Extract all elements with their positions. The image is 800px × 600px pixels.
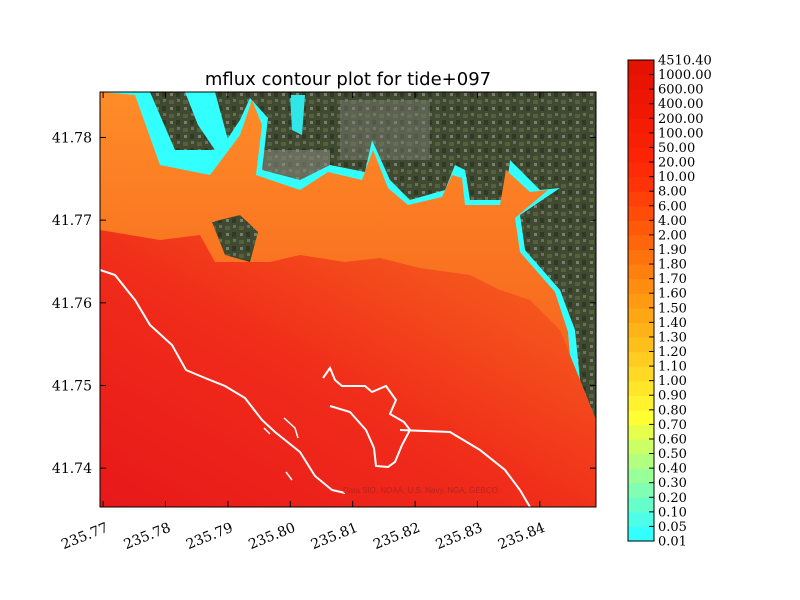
colorbar-label: 8.00 (658, 185, 687, 200)
y-tick-label: 41.77 (52, 213, 92, 229)
colorbar-label: 1.00 (658, 374, 687, 389)
colorbar-swatch (628, 60, 654, 76)
jetty (263, 427, 271, 435)
colorbar-swatch (628, 132, 654, 149)
colorbar-swatch (628, 366, 654, 382)
colorbar-label: 1.70 (658, 272, 687, 287)
x-tick-label: 235.80 (246, 520, 297, 553)
colorbar-label: 1.90 (658, 243, 687, 258)
colorbar-swatch (628, 409, 654, 425)
map-attribution: Data SIO, NOAA, U.S. Navy, NGA, GEBCO (343, 486, 498, 495)
colorbar-label: 1.50 (658, 301, 687, 316)
colorbar-label: 0.05 (658, 520, 687, 535)
colorbar-label: 0.60 (658, 432, 687, 447)
colorbar-label: 1.40 (658, 316, 687, 331)
colorbar-swatch (628, 147, 654, 163)
y-tick-label: 41.76 (52, 296, 92, 312)
colorbar-swatch (628, 205, 654, 221)
colorbar-swatch (628, 176, 654, 192)
colorbar-label: 0.50 (658, 447, 687, 462)
colorbar-label: 50.00 (658, 141, 695, 156)
colorbar-swatch (628, 511, 654, 528)
colorbar-label: 4.00 (658, 214, 687, 229)
colorbar-label: 20.00 (658, 156, 695, 171)
colorbar-label: 0.90 (658, 389, 687, 404)
colorbar-swatch (628, 336, 654, 353)
colorbar-swatch (628, 278, 654, 294)
colorbar-swatch (628, 234, 654, 251)
x-tick-label: 235.77 (59, 520, 110, 553)
town-area (340, 100, 430, 160)
chart-title: mflux contour plot for tide+097 (205, 69, 491, 90)
x-tick-label: 235.83 (434, 520, 485, 553)
colorbar-swatch (628, 424, 654, 440)
colorbar-swatch (628, 497, 654, 513)
jetty (283, 417, 299, 439)
colorbar-label: 1000.00 (658, 68, 712, 83)
colorbar-swatch (628, 103, 654, 119)
colorbar-label: 400.00 (658, 97, 704, 112)
red-sea (100, 230, 596, 507)
colorbar-swatch (628, 220, 654, 236)
colorbar-swatch (628, 293, 654, 309)
colorbar-label: 4510.40 (658, 54, 712, 69)
jetty (285, 471, 293, 481)
colorbar-swatch (628, 249, 654, 265)
x-tick-label: 235.84 (496, 520, 547, 553)
colorbar-label: 6.00 (658, 199, 687, 214)
land-island (212, 215, 258, 262)
colorbar-swatch (628, 322, 654, 338)
colorbar-label: 1.10 (658, 360, 687, 375)
colorbar-label: 0.80 (658, 403, 687, 418)
colorbar-swatch (628, 453, 654, 469)
colorbar-label: 600.00 (658, 83, 704, 98)
colorbar-label: 0.40 (658, 462, 687, 477)
colorbar-label: 100.00 (658, 126, 704, 141)
colorbar-label: 0.20 (658, 491, 687, 506)
colorbar-swatch (628, 162, 654, 178)
colorbar-swatch (628, 118, 654, 134)
x-tick-label: 235.79 (184, 520, 235, 553)
colorbar-swatch (628, 307, 654, 323)
x-tick-label: 235.78 (122, 520, 173, 553)
cyan-channel (290, 95, 305, 135)
colorbar-swatch (628, 191, 654, 207)
colorbar-label: 0.70 (658, 418, 687, 433)
colorbar-label: 2.00 (658, 228, 687, 243)
colorbar-swatch (628, 482, 654, 498)
colorbar-swatch (628, 526, 654, 542)
plot-frame (99, 91, 597, 508)
plot-area: Data SIO, NOAA, U.S. Navy, NGA, GEBCO (100, 92, 596, 507)
coastline (100, 269, 346, 494)
colorbar-swatch (628, 74, 654, 90)
colorbar: 0.010.050.100.200.300.400.500.600.700.80… (627, 54, 712, 550)
colorbar-label: 0.01 (658, 535, 687, 550)
colorbar-label: 1.30 (658, 330, 687, 345)
harbor-outline (322, 365, 412, 469)
colorbar-swatch (628, 438, 654, 455)
y-tick-label: 41.78 (52, 130, 92, 146)
breakwater (399, 429, 531, 507)
y-axis: 41.74 41.75 41.76 41.77 41.78 (52, 130, 596, 477)
colorbar-label: 0.30 (658, 476, 687, 491)
y-tick-label: 41.75 (52, 378, 92, 394)
colorbar-label: 0.10 (658, 505, 687, 520)
colorbar-swatch (628, 468, 654, 484)
colorbar-label: 1.20 (658, 345, 687, 360)
colorbar-swatch (628, 264, 654, 280)
colorbar-swatch (628, 395, 654, 411)
colorbar-label: 200.00 (658, 112, 704, 127)
colorbar-label: 10.00 (658, 170, 695, 185)
y-tick-label: 41.74 (52, 461, 92, 477)
colorbar-frame (627, 59, 655, 542)
x-tick-label: 235.81 (309, 520, 360, 553)
colorbar-swatch (628, 89, 654, 105)
colorbar-label: 1.80 (658, 258, 687, 273)
colorbar-swatch (628, 380, 654, 396)
colorbar-label: 1.60 (658, 287, 687, 302)
x-tick-label: 235.82 (371, 520, 422, 553)
colorbar-swatch (628, 351, 654, 367)
